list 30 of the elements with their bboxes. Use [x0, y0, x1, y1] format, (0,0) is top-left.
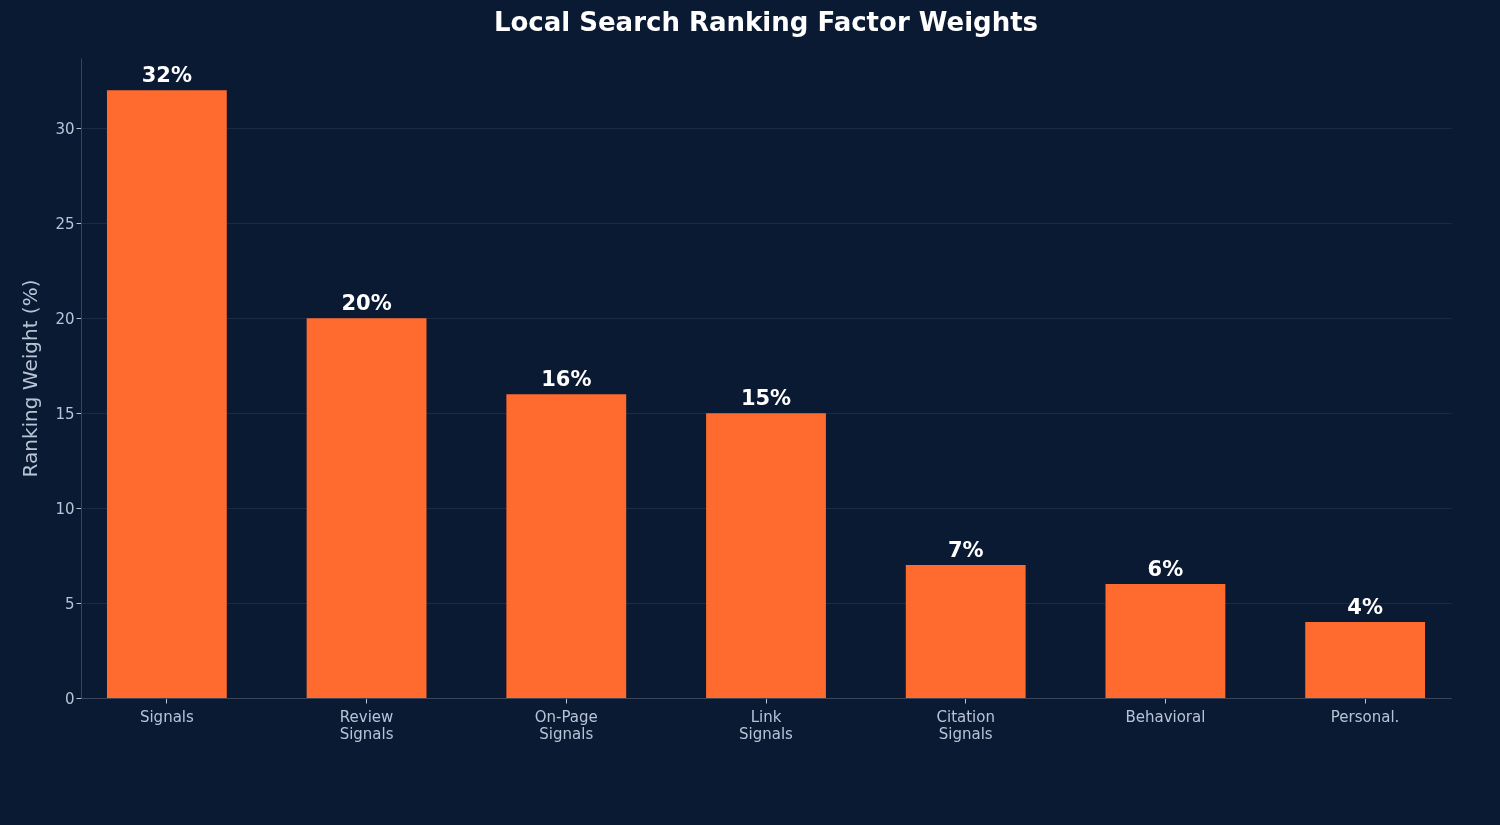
x-tick-label: On-Page Signals: [534, 707, 598, 743]
data-label: 20%: [341, 291, 392, 316]
y-tick-label: 15: [55, 404, 75, 423]
bar: [1105, 584, 1226, 698]
data-label: 4%: [1347, 595, 1383, 620]
y-axis-title: Ranking Weight (%): [18, 279, 43, 478]
y-tick-label: 25: [55, 214, 75, 233]
y-tick-label: 10: [55, 499, 75, 518]
data-label: 7%: [947, 538, 984, 563]
bar: [706, 413, 826, 698]
y-tick-label: 5: [64, 594, 75, 613]
y-tick-label: 0: [64, 689, 75, 708]
x-tick-label: Citation Signals: [936, 707, 995, 743]
bar: [1305, 622, 1426, 698]
chart-title: Local Search Ranking Factor Weights: [493, 7, 1039, 37]
y-tick-label: 20: [55, 309, 75, 328]
data-label: 32%: [141, 63, 193, 88]
y-tick-label: 30: [55, 119, 75, 138]
x-tick-label: Behavioral: [1125, 707, 1206, 726]
bar: [106, 90, 227, 698]
x-tick-label: Personal.: [1330, 707, 1400, 726]
data-label: 16%: [541, 367, 592, 392]
data-label: 15%: [740, 386, 792, 411]
x-tick-label: Link Signals: [739, 707, 794, 743]
data-label: 6%: [1147, 557, 1184, 582]
bar: [506, 394, 627, 698]
x-tick-label: Review Signals: [339, 707, 394, 743]
bar: [306, 318, 427, 698]
x-tick-label: Signals: [139, 707, 194, 726]
bar: [905, 565, 1026, 698]
